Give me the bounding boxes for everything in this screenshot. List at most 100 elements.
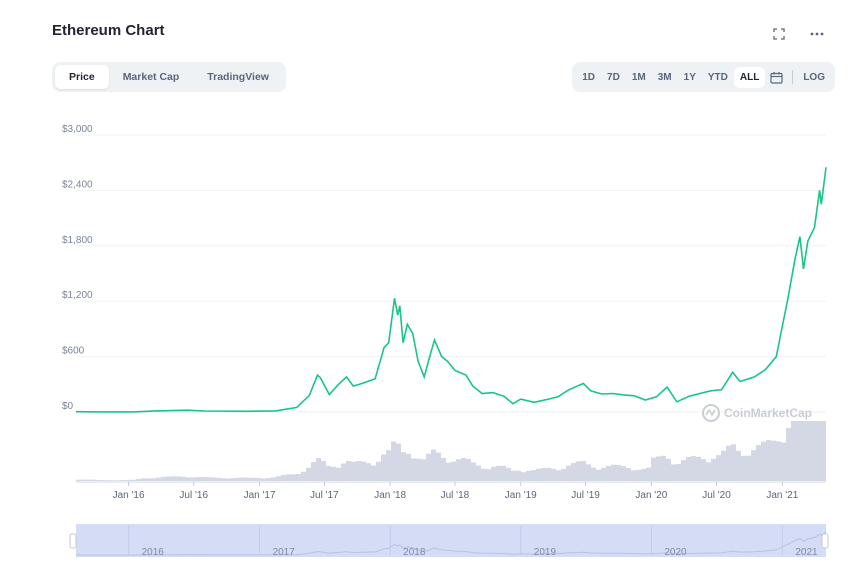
volume-bar: [776, 441, 781, 481]
x-tick-label: Jan '20: [635, 490, 667, 501]
volume-bar: [761, 441, 766, 481]
volume-bar: [166, 476, 171, 481]
navigator-handle-right[interactable]: [821, 533, 829, 549]
volume-bar: [596, 469, 601, 481]
log-toggle[interactable]: LOG: [803, 71, 825, 83]
volume-bar: [571, 462, 576, 481]
x-tick-label: Jan '17: [244, 490, 276, 501]
volume-bar: [561, 468, 566, 481]
volume-bar: [226, 478, 231, 481]
navigator-handle-left[interactable]: [69, 533, 77, 549]
volume-bar: [676, 464, 681, 481]
volume-bar: [416, 458, 421, 481]
volume-bar: [186, 477, 191, 481]
volume-bar: [526, 470, 531, 481]
chart-title: Ethereum Chart: [52, 22, 165, 39]
volume-bar: [201, 477, 206, 481]
range-1y[interactable]: 1Y: [683, 71, 696, 83]
navigator-labels: 2016 2017 2018 2019 2020 2021: [128, 526, 818, 558]
volume-bar: [231, 478, 236, 481]
x-tick-label: Jul '16: [179, 490, 208, 501]
volume-bar: [671, 464, 676, 481]
volume-bar: [206, 477, 211, 481]
range-ytd[interactable]: YTD: [707, 71, 728, 83]
y-tick-label: $600: [62, 346, 85, 357]
volume-bar: [106, 480, 111, 481]
volume-bar: [491, 466, 496, 481]
volume-bar: [371, 465, 376, 481]
volume-bar: [771, 440, 776, 481]
volume-bar: [316, 458, 321, 481]
volume-bar: [556, 470, 561, 481]
volume-bar: [101, 480, 106, 481]
volume-bar: [781, 442, 786, 481]
volume-bar: [756, 445, 761, 481]
volume-bar: [821, 421, 826, 481]
volume-bar: [176, 476, 181, 481]
header-actions: [771, 26, 825, 42]
volume-bar: [121, 480, 126, 481]
volume-bar: [431, 449, 436, 481]
volume-bar: [581, 461, 586, 481]
tab-market-cap[interactable]: Market Cap: [122, 71, 180, 83]
navigator-year-label: 2018: [403, 547, 426, 558]
volume-bar: [356, 461, 361, 481]
volume-bar: [796, 421, 801, 481]
tab-price[interactable]: Price: [55, 65, 109, 89]
volume-bar: [486, 469, 491, 481]
volume-bar: [651, 457, 656, 481]
volume-bar: [786, 428, 791, 481]
volume-bar: [576, 461, 581, 481]
y-tick-label: $2,400: [62, 179, 93, 190]
volume-bar: [96, 480, 101, 481]
tab-tradingview[interactable]: TradingView: [207, 71, 269, 83]
volume-bar: [611, 464, 616, 481]
volume-bar: [711, 458, 716, 481]
y-axis-labels: $0 $600 $1,200 $1,800 $2,400 $3,000: [62, 124, 93, 412]
more-icon[interactable]: [809, 26, 825, 42]
x-tick-label: Jul '17: [310, 490, 339, 501]
volume-bar: [766, 440, 771, 481]
volume-bar: [586, 464, 591, 481]
volume-bar: [616, 464, 621, 481]
watermark-text: CoinMarketCap: [724, 406, 812, 420]
volume-bar: [276, 476, 281, 481]
range-7d[interactable]: 7D: [607, 71, 620, 83]
range-navigator: 2016 2017 2018 2019 2020 2021: [69, 524, 829, 558]
volume-bar: [471, 462, 476, 481]
fullscreen-icon[interactable]: [771, 26, 787, 42]
volume-bar: [506, 467, 511, 481]
volume-bar: [196, 477, 201, 481]
navigator-band[interactable]: [76, 524, 826, 557]
volume-bar: [751, 450, 756, 481]
range-3m[interactable]: 3M: [657, 71, 672, 83]
range-1m[interactable]: 1M: [631, 71, 646, 83]
volume-bar: [716, 455, 721, 481]
volume-bar: [701, 459, 706, 481]
volume-bar: [666, 458, 671, 481]
volume-bar: [361, 461, 366, 481]
volume-bar: [111, 480, 116, 481]
volume-bar: [346, 461, 351, 481]
volume-bar: [296, 474, 301, 481]
range-all[interactable]: ALL: [733, 66, 766, 88]
range-1d[interactable]: 1D: [582, 71, 596, 83]
volume-bar: [661, 455, 666, 481]
volume-bar: [516, 470, 521, 481]
calendar-icon[interactable]: [765, 71, 788, 84]
volume-bar: [211, 477, 216, 481]
y-tick-label: $3,000: [62, 124, 93, 135]
volume-bar: [521, 472, 526, 481]
volume-bar: [161, 476, 166, 481]
price-line: [75, 167, 827, 413]
volume-bar: [386, 450, 391, 481]
volume-bar: [741, 455, 746, 481]
volume-bar: [181, 476, 186, 481]
volume-bar: [301, 471, 306, 481]
volume-bar: [236, 477, 241, 481]
volume-bar: [271, 477, 276, 481]
range-divider: [792, 70, 794, 84]
volume-bar: [681, 460, 686, 481]
navigator-year-label: 2019: [534, 547, 557, 558]
